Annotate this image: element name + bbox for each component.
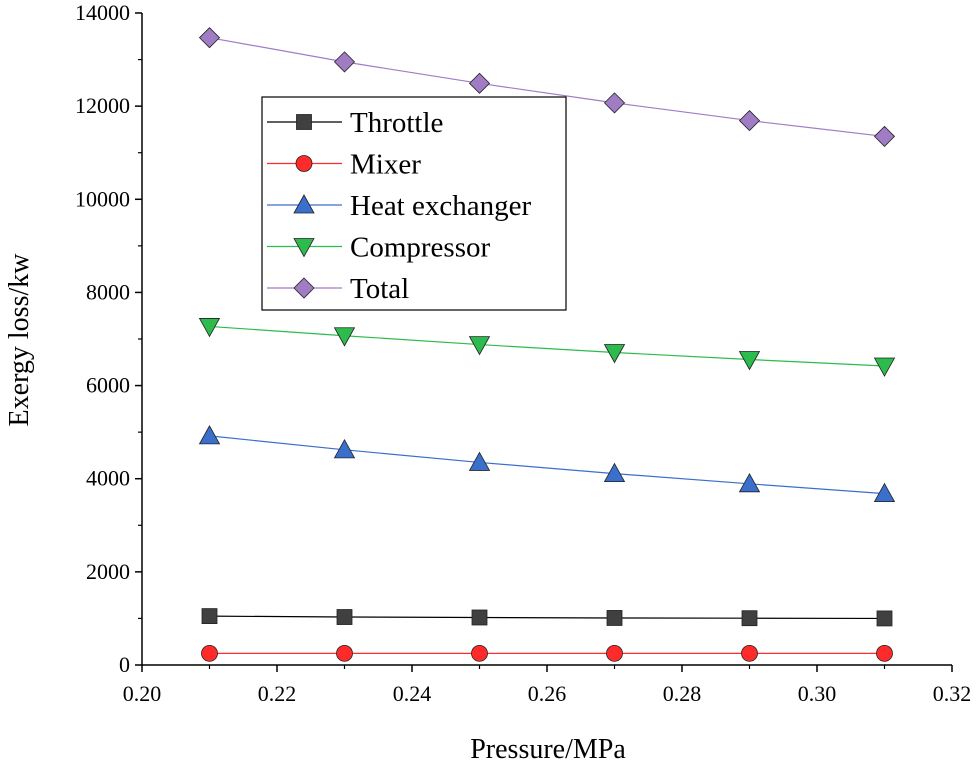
data-point-heat-exchanger [603,462,626,482]
data-point-throttle [606,610,623,626]
data-point-compressor [333,327,356,347]
data-point-throttle [336,609,353,625]
data-point-total [873,125,896,147]
legend-box [261,96,567,311]
data-point-compressor [603,344,626,364]
y-tick-label: 4000 [86,466,130,491]
data-point-throttle [741,610,758,627]
y-tick-label: 12000 [75,93,130,118]
data-point-throttle [201,608,218,624]
data-point-total [198,27,221,49]
data-point-mixer [201,644,218,662]
data-point-total [603,92,626,114]
data-point-compressor [198,318,221,338]
series-line-heat-exchanger [209,435,885,495]
legend-marker-total [293,277,315,299]
y-tick-label: 14000 [75,0,130,25]
legend-label-total: Total [350,273,409,305]
y-tick-label: 0 [119,652,130,677]
series-group [198,27,896,662]
x-tick-label: 0.20 [123,681,162,706]
data-point-compressor [738,351,761,371]
data-point-heat-exchanger [333,439,356,459]
legend: Throttle Mixer Heat exchanger Compressor Tot… [261,96,567,311]
data-point-total [468,72,491,94]
x-tick-label: 0.32 [933,681,972,706]
series-heat-exchanger [198,425,896,503]
x-tick-label: 0.22 [258,681,297,706]
x-tick-label: 0.30 [798,681,837,706]
data-point-heat-exchanger [468,451,491,471]
data-point-heat-exchanger [738,473,761,493]
x-ticks: 0.20 0.22 0.24 0.26 0.28 0.30 0.32 [123,665,972,706]
data-point-throttle [876,610,893,627]
data-point-mixer [876,644,893,662]
data-point-heat-exchanger [873,482,896,503]
x-tick-label: 0.26 [528,681,567,706]
data-point-mixer [336,644,353,662]
x-axis-title: Pressure/MPa [470,734,626,765]
y-tick-label: 10000 [75,186,130,211]
x-tick-label: 0.24 [393,681,432,706]
data-point-total [738,110,761,132]
legend-marker-heat-exchanger [293,194,315,214]
series-line-compressor [209,325,885,367]
y-tick-label: 6000 [86,373,130,398]
data-point-heat-exchanger [198,425,221,445]
legend-marker-compressor [293,238,315,258]
series-mixer [201,644,893,662]
data-point-throttle [471,609,488,626]
series-total [198,27,896,147]
y-tick-label: 8000 [86,279,130,304]
x-tick-label: 0.28 [663,681,702,706]
data-point-compressor [873,357,896,377]
legend-marker-throttle [296,114,312,130]
series-line-throttle [209,615,885,620]
data-point-mixer [471,644,488,662]
legend-label-throttle: Throttle [350,107,443,139]
data-point-mixer [606,644,623,662]
data-point-compressor [468,336,491,356]
legend-label-mixer: Mixer [350,149,421,181]
legend-label-heat-exchanger: Heat exchanger [350,190,531,222]
series-throttle [201,608,893,627]
series-line-total [209,37,885,138]
series-compressor [198,318,896,377]
y-axis-title: Exergy loss/kw [4,253,35,427]
data-point-total [333,51,356,73]
legend-label-compressor: Compressor [350,232,491,264]
legend-marker-mixer [295,155,313,172]
y-ticks: 0 2000 4000 6000 8000 10000 12000 14000 [75,0,142,677]
y-tick-label: 2000 [86,559,130,584]
data-point-mixer [741,644,758,662]
